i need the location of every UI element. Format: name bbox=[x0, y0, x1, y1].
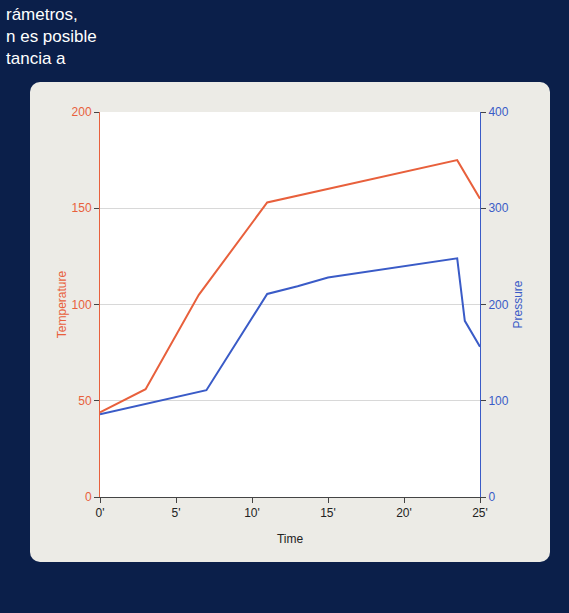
html-text:rámetros,: rámetros, bbox=[6, 5, 78, 24]
svg-text:5': 5' bbox=[172, 506, 181, 520]
svg-text:100: 100 bbox=[72, 298, 92, 312]
svg-text:200: 200 bbox=[72, 105, 92, 119]
html-text:tancia a: tancia a bbox=[6, 49, 66, 68]
svg-text:300: 300 bbox=[488, 201, 508, 215]
svg-text:400: 400 bbox=[488, 105, 508, 119]
html-text:n es posible: n es posible bbox=[6, 27, 97, 46]
svg-text:Temperature: Temperature bbox=[55, 270, 69, 338]
svg-text:15': 15' bbox=[320, 506, 336, 520]
svg-text:25': 25' bbox=[472, 506, 488, 520]
svg-text:0: 0 bbox=[488, 490, 495, 504]
svg-text:0': 0' bbox=[96, 506, 105, 520]
svg-text:150: 150 bbox=[72, 201, 92, 215]
svg-text:200: 200 bbox=[488, 298, 508, 312]
svg-text:20': 20' bbox=[396, 506, 412, 520]
svg-text:Pressure: Pressure bbox=[511, 280, 525, 328]
svg-text:50: 50 bbox=[78, 394, 92, 408]
svg-text:Time: Time bbox=[277, 532, 304, 546]
svg-text:100: 100 bbox=[488, 394, 508, 408]
svg-text:10': 10' bbox=[244, 506, 260, 520]
svg-text:0: 0 bbox=[85, 490, 92, 504]
